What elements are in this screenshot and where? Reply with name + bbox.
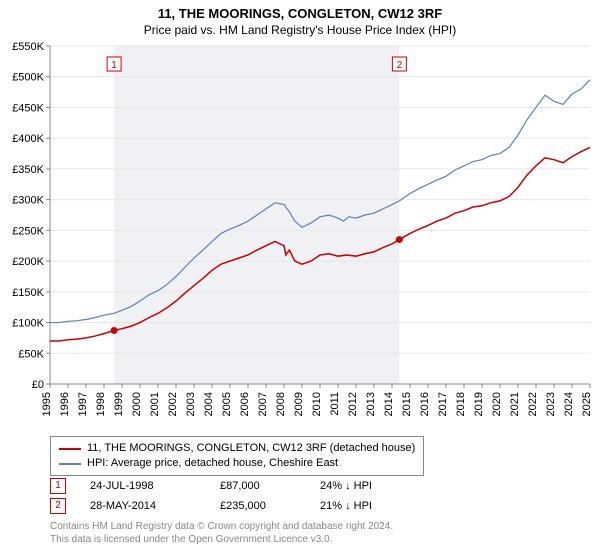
svg-text:2007: 2007 [257,392,269,416]
svg-text:2023: 2023 [545,392,557,416]
svg-text:2017: 2017 [437,392,449,416]
svg-text:£300K: £300K [12,195,44,207]
sale-date: 24-JUL-1998 [90,480,220,492]
legend-label: 11, THE MOORINGS, CONGLETON, CW12 3RF (d… [87,441,415,456]
chart-subtitle: Price paid vs. HM Land Registry's House … [0,21,600,41]
svg-text:1998: 1998 [95,392,107,416]
legend-item: HPI: Average price, detached house, Ches… [59,456,415,471]
svg-text:2008: 2008 [275,392,287,416]
svg-text:2004: 2004 [203,392,215,416]
legend-label: HPI: Average price, detached house, Ches… [87,456,338,471]
svg-text:2010: 2010 [311,392,323,416]
svg-text:2024: 2024 [563,392,575,416]
svg-text:£0: £0 [32,379,44,391]
sale-row: 1 24-JUL-1998£87,00024% ↓ HPI [50,476,440,496]
svg-text:1997: 1997 [77,392,89,416]
legend-item: 11, THE MOORINGS, CONGLETON, CW12 3RF (d… [59,441,415,456]
sale-row: 2 28-MAY-2014£235,00021% ↓ HPI [50,496,440,516]
chart-area: £0 £50K £100K £150K £200K £250K £300K £350K £400… [0,42,600,432]
svg-text:2021: 2021 [509,392,521,416]
sale-date: 28-MAY-2014 [90,500,220,512]
svg-text:2006: 2006 [239,392,251,416]
svg-text:2000: 2000 [131,392,143,416]
svg-text:£550K: £550K [12,42,44,53]
svg-text:£200K: £200K [12,256,44,268]
svg-text:£450K: £450K [12,102,44,114]
legend: 11, THE MOORINGS, CONGLETON, CW12 3RF (d… [50,436,424,476]
svg-text:£50K: £50K [18,348,44,360]
svg-text:£150K: £150K [12,287,44,299]
svg-text:£250K: £250K [12,225,44,237]
svg-text:£100K: £100K [12,318,44,330]
svg-text:2022: 2022 [527,392,539,416]
legend-swatch [59,463,81,465]
svg-text:1995: 1995 [41,392,53,416]
chart-container: 11, THE MOORINGS, CONGLETON, CW12 3RF Pr… [0,0,600,560]
svg-text:2020: 2020 [491,392,503,416]
svg-text:2018: 2018 [455,392,467,416]
svg-text:2: 2 [397,60,403,71]
sale-price: £235,000 [220,500,320,512]
line-chart: £0 £50K £100K £150K £200K £250K £300K £350K £400… [0,42,600,432]
svg-text:2001: 2001 [149,392,161,416]
svg-text:2013: 2013 [365,392,377,416]
legend-swatch [59,448,81,450]
footer-line-1: Contains HM Land Registry data © Crown c… [50,520,393,533]
sale-marker: 1 [50,478,66,494]
svg-text:2003: 2003 [185,392,197,416]
svg-text:2016: 2016 [419,392,431,416]
sale-pct: 21% ↓ HPI [320,500,440,512]
svg-text:2025: 2025 [581,392,593,416]
svg-text:1999: 1999 [113,392,125,416]
svg-text:£350K: £350K [12,164,44,176]
svg-text:2002: 2002 [167,392,179,416]
sales-table: 1 24-JUL-1998£87,00024% ↓ HPI 2 28-MAY-2014… [50,476,440,516]
svg-text:1: 1 [111,60,117,71]
sale-price: £87,000 [220,480,320,492]
svg-text:1996: 1996 [59,392,71,416]
svg-text:2009: 2009 [293,392,305,416]
svg-text:2019: 2019 [473,392,485,416]
svg-text:2015: 2015 [401,392,413,416]
footer-line-2: This data is licensed under the Open Gov… [50,533,393,546]
svg-text:2012: 2012 [347,392,359,416]
svg-text:2014: 2014 [383,392,395,416]
footer-attribution: Contains HM Land Registry data © Crown c… [50,520,393,546]
svg-text:£500K: £500K [12,72,44,84]
chart-title: 11, THE MOORINGS, CONGLETON, CW12 3RF [0,0,600,21]
sale-marker: 2 [50,498,66,514]
svg-text:£400K: £400K [12,133,44,145]
svg-text:2005: 2005 [221,392,233,416]
sale-pct: 24% ↓ HPI [320,480,440,492]
svg-text:2011: 2011 [329,392,341,416]
